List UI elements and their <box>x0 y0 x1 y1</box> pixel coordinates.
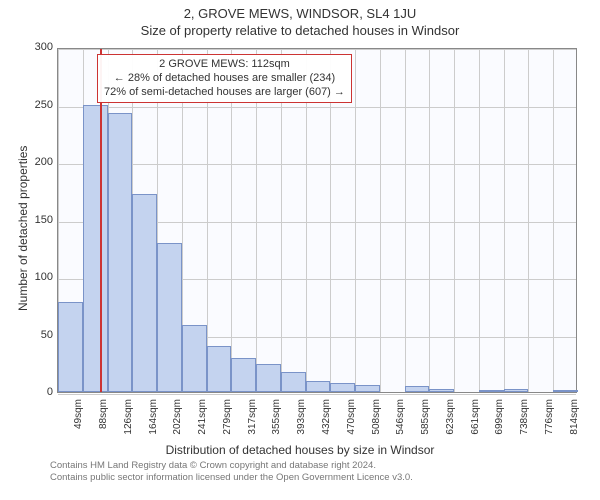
chart-subtitle: Size of property relative to detached ho… <box>0 21 600 38</box>
annotation-box: 2 GROVE MEWS: 112sqm← 28% of detached ho… <box>97 54 352 103</box>
x-tick-label: 546sqm <box>395 399 406 447</box>
x-tick-label: 470sqm <box>346 399 357 447</box>
annotation-line: 72% of semi-detached houses are larger (… <box>104 86 345 100</box>
y-tick-label: 0 <box>23 386 53 398</box>
x-tick-label: 393sqm <box>296 399 307 447</box>
histogram-bar <box>132 194 157 392</box>
histogram-bar <box>355 385 380 392</box>
credit-line-2: Contains public sector information licen… <box>50 472 413 484</box>
histogram-bar <box>231 358 256 393</box>
x-tick-label: 126sqm <box>123 399 134 447</box>
grid-line-v <box>380 49 381 392</box>
credit-line-1: Contains HM Land Registry data © Crown c… <box>50 460 413 472</box>
x-tick-label: 202sqm <box>172 399 183 447</box>
histogram-bar <box>108 113 133 392</box>
credits-text: Contains HM Land Registry data © Crown c… <box>50 460 413 485</box>
histogram-bar <box>157 243 182 393</box>
grid-line-h <box>58 49 576 50</box>
histogram-bar <box>479 390 504 392</box>
grid-line-v <box>405 49 406 392</box>
x-tick-label: 661sqm <box>470 399 481 447</box>
x-tick-label: 279sqm <box>222 399 233 447</box>
x-tick-label: 241sqm <box>197 399 208 447</box>
histogram-bar <box>256 364 281 392</box>
x-tick-label: 738sqm <box>519 399 530 447</box>
x-tick-label: 585sqm <box>420 399 431 447</box>
y-tick-label: 50 <box>23 329 53 341</box>
histogram-bar <box>306 381 331 393</box>
grid-line-v <box>479 49 480 392</box>
x-tick-label: 355sqm <box>271 399 282 447</box>
y-tick-label: 100 <box>23 271 53 283</box>
grid-line-v <box>429 49 430 392</box>
x-tick-label: 776sqm <box>544 399 555 447</box>
chart-title-address: 2, GROVE MEWS, WINDSOR, SL4 1JU <box>0 0 600 21</box>
histogram-bar <box>429 389 454 392</box>
y-tick-label: 300 <box>23 41 53 53</box>
annotation-line: ← 28% of detached houses are smaller (23… <box>104 72 345 86</box>
grid-line-v <box>454 49 455 392</box>
grid-line-v <box>553 49 554 392</box>
x-tick-label: 88sqm <box>98 399 109 447</box>
y-tick-label: 200 <box>23 156 53 168</box>
histogram-bar <box>207 346 232 392</box>
x-tick-label: 699sqm <box>494 399 505 447</box>
x-tick-label: 432sqm <box>321 399 332 447</box>
y-tick-label: 250 <box>23 99 53 111</box>
chart-container: { "titles": { "line1": "2, GROVE MEWS, W… <box>0 0 600 500</box>
histogram-bar <box>58 302 83 392</box>
annotation-line: 2 GROVE MEWS: 112sqm <box>104 58 345 72</box>
grid-line-v <box>504 49 505 392</box>
histogram-bar <box>504 389 529 392</box>
grid-line-h <box>58 394 576 395</box>
grid-line-v <box>528 49 529 392</box>
x-tick-label: 508sqm <box>371 399 382 447</box>
histogram-bar <box>281 372 306 392</box>
x-tick-label: 814sqm <box>569 399 580 447</box>
y-axis-label: Number of detached properties <box>16 145 30 310</box>
histogram-bar <box>182 325 207 392</box>
x-tick-label: 49sqm <box>73 399 84 447</box>
histogram-bar <box>83 105 108 393</box>
x-tick-label: 317sqm <box>247 399 258 447</box>
grid-line-h <box>58 107 576 108</box>
grid-line-h <box>58 164 576 165</box>
histogram-bar <box>330 383 355 392</box>
histogram-bar <box>553 390 578 392</box>
x-tick-label: 164sqm <box>148 399 159 447</box>
x-tick-label: 623sqm <box>445 399 456 447</box>
y-tick-label: 150 <box>23 214 53 226</box>
grid-line-v <box>355 49 356 392</box>
histogram-bar <box>405 386 430 392</box>
